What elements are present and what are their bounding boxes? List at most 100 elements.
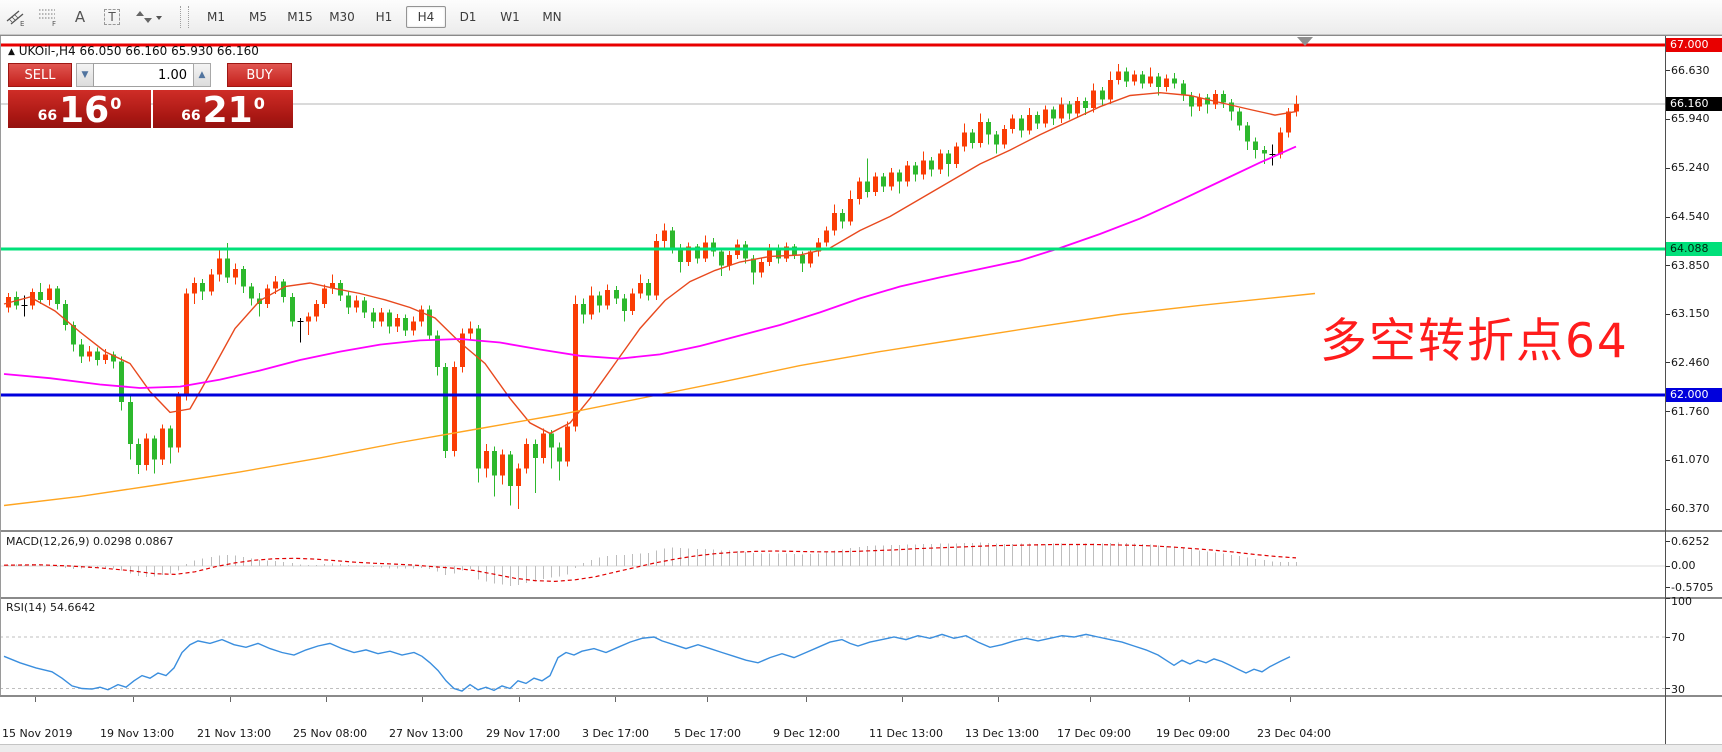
price-tick-65.240 bbox=[1666, 167, 1670, 169]
volume-input[interactable] bbox=[93, 63, 194, 87]
text-label-button[interactable]: T bbox=[97, 4, 127, 30]
time-label: 19 Nov 13:00 bbox=[100, 727, 175, 740]
candles bbox=[6, 63, 1299, 510]
time-tick bbox=[35, 697, 36, 702]
time-label: 27 Nov 13:00 bbox=[389, 727, 464, 740]
macd-plot[interactable] bbox=[0, 532, 1666, 597]
rsi-plot[interactable] bbox=[0, 599, 1666, 695]
time-label: 11 Dec 13:00 bbox=[869, 727, 943, 740]
timeframe-M15[interactable]: M15 bbox=[287, 10, 313, 24]
time-label: 13 Dec 13:00 bbox=[965, 727, 1039, 740]
time-tick bbox=[1090, 697, 1091, 702]
price-tick-63.150 bbox=[1666, 313, 1670, 315]
chevron-up-icon: ▲ bbox=[198, 70, 206, 80]
macd-scale--0.5705: -0.5705 bbox=[1671, 580, 1714, 594]
time-tick bbox=[1189, 697, 1190, 702]
chart-title: ▲ UKOil-,H4 66.050 66.160 65.930 66.160 bbox=[8, 44, 259, 58]
main-chart-plot[interactable] bbox=[0, 36, 1666, 530]
buy-price-pips: 21 bbox=[202, 90, 253, 132]
price-badge-62.000: 62.000 bbox=[1666, 387, 1722, 402]
volume-increase-button[interactable]: ▲ bbox=[193, 63, 211, 87]
sell-price-pips: 16 bbox=[59, 90, 110, 132]
time-tick bbox=[806, 697, 807, 702]
price-label-65.240: 65.240 bbox=[1671, 161, 1710, 175]
price-label-63.850: 63.850 bbox=[1671, 258, 1710, 272]
macd-histogram bbox=[8, 542, 1297, 586]
fibonacci-icon: F bbox=[37, 7, 59, 27]
timeframe-M5[interactable]: M5 bbox=[249, 10, 267, 24]
toolbar-separator bbox=[180, 6, 189, 28]
price-label-60.370: 60.370 bbox=[1671, 502, 1710, 515]
arrow-objects-button[interactable] bbox=[129, 4, 169, 30]
price-tick-66.630 bbox=[1666, 70, 1670, 72]
time-label: 17 Dec 09:00 bbox=[1057, 727, 1131, 740]
fibonacci-button[interactable]: F bbox=[33, 4, 63, 30]
price-badge-64.088: 64.088 bbox=[1666, 241, 1722, 256]
timeframe-D1[interactable]: D1 bbox=[459, 10, 477, 24]
time-tick bbox=[519, 697, 520, 702]
price-label-61.760: 61.760 bbox=[1671, 404, 1710, 418]
rsi-time-separator bbox=[0, 695, 1722, 697]
time-tick bbox=[998, 697, 999, 702]
price-tick-61.070 bbox=[1666, 459, 1670, 461]
timeframe-W1[interactable]: W1 bbox=[500, 10, 520, 24]
buy-price-point: 0 bbox=[253, 94, 265, 113]
sell-price-panel[interactable]: 66 16 0 bbox=[8, 90, 151, 132]
buy-button[interactable]: BUY bbox=[227, 63, 292, 87]
hline-handle-icon[interactable] bbox=[1297, 37, 1313, 46]
main-macd-separator[interactable] bbox=[0, 530, 1722, 532]
timeframe-H4[interactable]: H4 bbox=[406, 6, 446, 28]
price-label-63.150: 63.150 bbox=[1671, 307, 1710, 321]
price-tick-65.940 bbox=[1666, 118, 1670, 120]
buy-price-panel[interactable]: 66 21 0 bbox=[153, 90, 293, 132]
sell-price-base: 66 bbox=[37, 108, 58, 124]
rsi-tick-70 bbox=[1666, 636, 1670, 638]
ma-fast bbox=[3, 91, 1297, 435]
ma-slow bbox=[3, 292, 1316, 507]
time-label: 23 Dec 04:00 bbox=[1257, 727, 1331, 740]
price-tick-62.460 bbox=[1666, 362, 1670, 364]
time-label: 19 Dec 09:00 bbox=[1156, 727, 1230, 740]
volume-decrease-button[interactable]: ▼ bbox=[76, 63, 94, 87]
chevron-down-icon: ▼ bbox=[81, 70, 89, 80]
sell-button[interactable]: SELL bbox=[8, 63, 72, 87]
macd-tick-0.00 bbox=[1666, 565, 1670, 567]
price-scale-border bbox=[1665, 36, 1666, 744]
time-tick bbox=[326, 697, 327, 702]
macd-tick-0.6252 bbox=[1666, 541, 1670, 543]
time-tick bbox=[707, 697, 708, 702]
sell-price-point: 0 bbox=[110, 94, 122, 113]
chart-top-border bbox=[0, 35, 1722, 36]
timeframe-MN[interactable]: MN bbox=[542, 10, 562, 24]
rsi-scale-100: 100 bbox=[1671, 595, 1692, 608]
chart-text-annotation[interactable]: 多空转折点64 bbox=[1320, 314, 1629, 369]
price-tick-60.370 bbox=[1666, 508, 1670, 510]
macd-rsi-separator[interactable] bbox=[0, 597, 1722, 599]
price-label-61.070: 61.070 bbox=[1671, 453, 1710, 467]
text-label-icon: T bbox=[104, 9, 120, 25]
macd-label: MACD(12,26,9) 0.0298 0.0867 bbox=[6, 535, 174, 548]
price-label-64.540: 64.540 bbox=[1671, 210, 1710, 224]
draw-channel-button[interactable]: E bbox=[1, 4, 31, 30]
draw-channel-icon: E bbox=[5, 7, 27, 27]
timeframe-M1[interactable]: M1 bbox=[207, 10, 225, 24]
price-tick-61.760 bbox=[1666, 411, 1670, 413]
arrow-objects-icon bbox=[134, 7, 164, 27]
time-label: 21 Nov 13:00 bbox=[197, 727, 272, 740]
rsi-scale-30: 30 bbox=[1671, 682, 1685, 696]
time-tick bbox=[133, 697, 134, 702]
ma-medium bbox=[3, 145, 1297, 389]
time-label: 15 Nov 2019 bbox=[2, 727, 73, 740]
timeframe-H1[interactable]: H1 bbox=[375, 10, 393, 24]
time-tick bbox=[615, 697, 616, 702]
time-tick bbox=[422, 697, 423, 702]
text-button[interactable]: A bbox=[65, 4, 95, 30]
price-label-65.940: 65.940 bbox=[1671, 112, 1710, 126]
time-tick bbox=[1290, 697, 1291, 702]
timeframe-M30[interactable]: M30 bbox=[329, 10, 355, 24]
time-label: 3 Dec 17:00 bbox=[582, 727, 649, 740]
symbol-timeframe: UKOil-,H4 bbox=[18, 44, 76, 58]
time-label: 9 Dec 12:00 bbox=[773, 727, 840, 740]
rsi-tick-100 bbox=[1666, 597, 1670, 599]
chart-left-border bbox=[0, 36, 1, 695]
